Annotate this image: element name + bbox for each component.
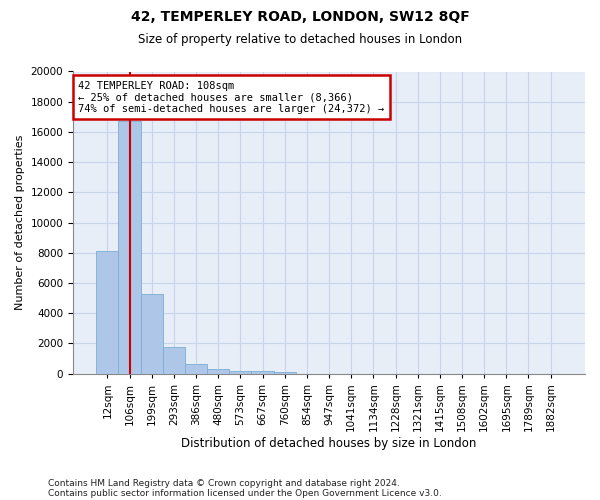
- Y-axis label: Number of detached properties: Number of detached properties: [15, 135, 25, 310]
- Bar: [163, 347, 185, 374]
- Bar: [118, 122, 140, 374]
- Text: Contains public sector information licensed under the Open Government Licence v3: Contains public sector information licen…: [48, 488, 442, 498]
- Bar: [274, 372, 296, 374]
- Bar: [140, 294, 163, 374]
- Bar: [207, 368, 229, 374]
- Bar: [96, 252, 118, 374]
- Bar: [185, 364, 207, 374]
- Bar: [251, 372, 274, 374]
- Text: Contains HM Land Registry data © Crown copyright and database right 2024.: Contains HM Land Registry data © Crown c…: [48, 478, 400, 488]
- Text: Size of property relative to detached houses in London: Size of property relative to detached ho…: [138, 32, 462, 46]
- X-axis label: Distribution of detached houses by size in London: Distribution of detached houses by size …: [181, 437, 477, 450]
- Text: 42 TEMPERLEY ROAD: 108sqm
← 25% of detached houses are smaller (8,366)
74% of se: 42 TEMPERLEY ROAD: 108sqm ← 25% of detac…: [78, 80, 385, 114]
- Text: 42, TEMPERLEY ROAD, LONDON, SW12 8QF: 42, TEMPERLEY ROAD, LONDON, SW12 8QF: [131, 10, 469, 24]
- Bar: [229, 370, 251, 374]
